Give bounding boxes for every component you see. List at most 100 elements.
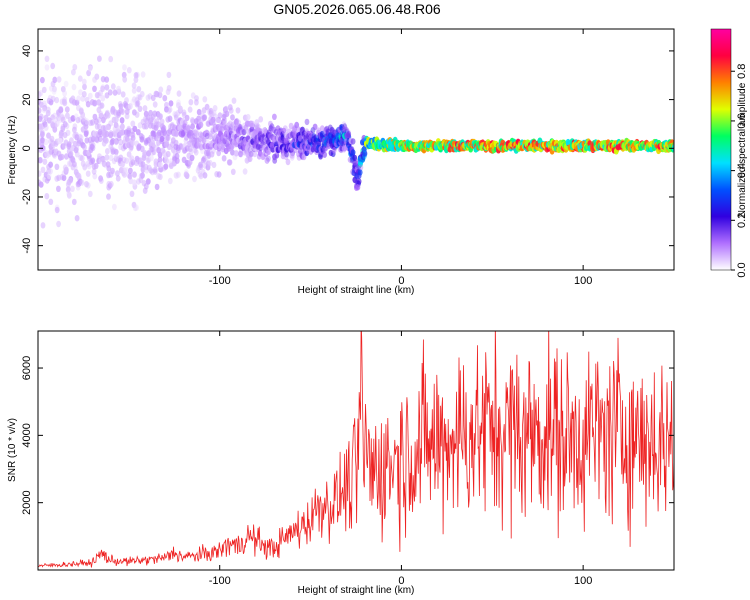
y-tick-label: 40 [21,45,33,57]
spectrogram-cell [92,100,97,106]
spectrogram-cell [64,81,69,87]
spectrogram-cell [248,156,253,162]
spectrogram-cell [232,98,237,104]
spectrogram-cell [203,172,208,178]
spectrogram-cell [266,155,271,161]
spectrogram-cell [108,56,113,62]
spectrogram-cell [166,151,171,157]
spectrogram-cell [55,207,60,213]
spectrogram-cell [90,157,95,163]
spectrogram-cells [36,56,677,229]
spectrogram-cell [258,116,263,122]
spectrogram-cell [106,112,111,118]
spectrogram-cell [116,86,121,92]
spectrogram-cell [67,191,72,197]
spectrogram-cell [160,136,165,142]
spectrogram-cell [177,90,182,96]
spectrogram-cell [38,157,43,163]
spectrogram-cell [155,184,160,190]
spectrogram-cell [212,162,217,168]
spectrogram-cell [57,76,62,82]
spectrogram-cell [56,186,61,192]
spectrogram-cell [44,193,49,199]
spectrogram-cell [141,71,146,77]
spectrogram-cell [286,159,291,165]
spectrogram-cell [146,178,151,184]
y-tick-label: 6000 [21,356,33,380]
spectrogram-cell [45,64,50,70]
spectrogram-cell [132,179,137,185]
spectrogram-cell [50,63,55,69]
spectrogram-cell [84,131,89,137]
spectrogram-cell [109,181,114,187]
spectrogram-cell [167,85,172,91]
spectrogram-cell [164,102,169,108]
spectrogram-cell [100,86,105,92]
spectrogram-cell [37,170,42,176]
y-tick-label: 0 [21,145,33,151]
spectrogram-cell [72,84,77,90]
spectrogram-cell [86,101,91,107]
spectrogram-cell [44,125,49,131]
spectrogram-cell [82,79,87,85]
spectrogram-cell [104,137,109,143]
spectrogram-cell [52,88,57,94]
spectrogram-cell [182,109,187,115]
snr-x-axis-label: Height of straight line (km) [298,585,415,596]
spectrogram-cell [228,159,233,165]
spectrogram-cell [118,101,123,107]
colorbar-tick-label: 0.8 [736,64,748,79]
spectrogram-cell [202,96,207,102]
spectrogram-cell [92,168,97,174]
spectrogram-cell [199,122,204,128]
spectrogram-cell [62,90,67,96]
spectrogram-cell [88,65,93,71]
spectrogram-cell [41,167,46,173]
spectrogram-cell [39,114,44,120]
spectrogram-cell [60,154,65,160]
spectrogram-cell [125,113,130,119]
x-tick-label: 100 [574,575,592,587]
spectrogram-cell [351,138,356,144]
spectrogram-cell [189,99,194,105]
spectrogram-cell [55,164,60,170]
spectrogram-cell [128,168,133,174]
spectrogram-cell [94,74,99,80]
spectrogram-cell [100,95,105,101]
x-tick-label: -100 [209,275,231,287]
spectrogram-cell [65,123,70,129]
spectrogram-cell [78,134,83,140]
spectrogram-cell [82,144,87,150]
spectrogram-cell [168,106,173,112]
spectrogram-cell [143,105,148,111]
spectrogram-cell [130,191,135,197]
spectrogram-cell [42,87,47,93]
spectrogram-cell [184,171,189,177]
spectrogram-cell [230,114,235,120]
spectrogram-cell [121,91,126,97]
spectrogram-cell [100,102,105,108]
spectrogram-cell [140,172,145,178]
spectrogram-cell [130,155,135,161]
spectrogram-cell [45,56,50,62]
snr-series [38,317,674,567]
spectrogram-cell [218,112,223,118]
spectrogram-cell [136,86,141,92]
y-tick-label: 20 [21,93,33,105]
spectrogram-cell [136,100,141,106]
spectrogram-cell [56,221,61,227]
x-tick-label: 100 [574,275,592,287]
spectrogram-cell [190,155,195,161]
snr-line [38,317,674,567]
spectrogram-cell [110,168,115,174]
spectrogram-cell [48,199,53,205]
y-tick-label: 4000 [21,423,33,447]
spectrogram-cell [98,175,103,181]
spectrogram-cell [346,131,351,137]
spectrogram-cell [111,83,116,89]
spectrogram-cell [149,155,154,161]
spectrogram-cell [70,186,75,192]
colorbar-gradient [711,29,731,270]
spectrogram-cell [153,101,158,107]
spectrogram-cell [194,95,199,101]
